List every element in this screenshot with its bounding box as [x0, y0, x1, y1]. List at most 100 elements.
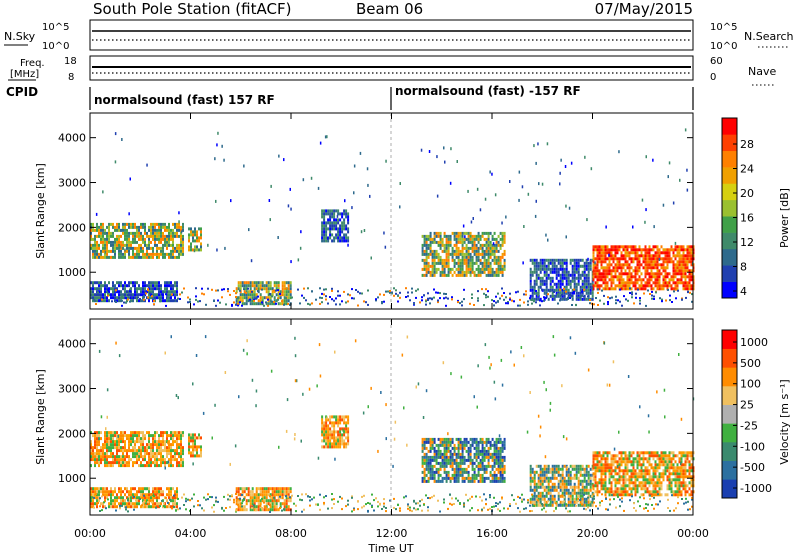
- power-echo-cell: [447, 252, 450, 256]
- power-echo-cell: [126, 284, 128, 288]
- velocity-echo-cell: [98, 452, 100, 456]
- velocity-echo-cell: [501, 473, 504, 477]
- velocity-echo-cell: [170, 458, 172, 462]
- velocity-echo-cell: [146, 493, 148, 497]
- velocity-echo-cell: [537, 491, 540, 495]
- power-echo-cell: [632, 281, 635, 285]
- power-speckle: [250, 259, 253, 263]
- velocity-echo-cell: [481, 473, 484, 477]
- power-scatter-cell: [419, 301, 421, 304]
- power-echo-cell: [439, 261, 442, 265]
- velocity-echo-cell: [194, 442, 196, 446]
- velocity-echo-cell: [188, 433, 190, 437]
- power-echo-cell: [654, 245, 657, 249]
- velocity-echo-cell: [251, 493, 254, 497]
- velocity-echo-cell: [148, 452, 150, 456]
- velocity-echo-cell: [461, 446, 464, 450]
- power-echo-cell: [106, 237, 108, 241]
- power-echo-cell: [166, 252, 168, 256]
- velocity-echo-cell: [489, 446, 492, 450]
- velocity-echo-cell: [287, 505, 290, 509]
- velocity-echo-cell: [541, 479, 544, 483]
- power-echo-cell: [265, 281, 268, 285]
- velocity-echo-cell: [431, 458, 434, 462]
- power-echo-cell: [176, 246, 178, 250]
- power-echo-cell: [569, 261, 572, 265]
- power-echo-cell: [160, 234, 162, 238]
- power-echo-cell: [433, 267, 436, 271]
- power-echo-cell: [575, 276, 578, 280]
- velocity-echo-cell: [589, 485, 592, 489]
- velocity-echo-cell: [239, 487, 242, 491]
- power-echo-cell: [194, 233, 196, 237]
- power-echo-cell: [94, 293, 96, 297]
- power-echo-cell: [285, 290, 288, 294]
- power-echo-cell: [598, 269, 601, 273]
- power-echo-cell: [662, 257, 665, 261]
- power-echo-cell: [120, 228, 122, 232]
- velocity-echo-cell: [104, 490, 106, 494]
- power-scatter-cell: [375, 298, 377, 301]
- power-echo-cell: [126, 243, 128, 247]
- velocity-echo-cell: [463, 467, 466, 471]
- velocity-echo-cell: [323, 436, 326, 440]
- power-echo-cell: [457, 261, 460, 265]
- power-echo-cell: [170, 299, 172, 303]
- velocity-echo-cell: [162, 458, 164, 462]
- power-scatter-cell: [531, 299, 533, 302]
- velocity-echo-cell: [122, 464, 124, 468]
- power-echo-cell: [598, 251, 601, 255]
- velocity-echo-cell: [579, 473, 582, 477]
- power-echo-cell: [493, 237, 496, 241]
- power-echo-cell: [140, 231, 142, 235]
- velocity-echo-cell: [148, 505, 150, 509]
- velocity-echo-cell: [257, 508, 260, 512]
- velocity-echo-cell: [90, 440, 92, 444]
- power-scatter-cell: [445, 293, 447, 295]
- power-echo-cell: [535, 261, 538, 265]
- velocity-echo-cell: [150, 446, 152, 450]
- power-echo-cell: [487, 246, 490, 250]
- power-echo-cell: [571, 291, 574, 295]
- velocity-echo-cell: [152, 455, 154, 459]
- power-scatter-cell: [397, 300, 399, 303]
- velocity-echo-cell: [537, 464, 540, 468]
- power-echo-cell: [156, 246, 158, 250]
- velocity-echo-cell: [323, 445, 326, 449]
- power-echo-cell: [102, 237, 104, 241]
- power-echo-cell: [327, 227, 330, 231]
- power-echo-cell: [126, 290, 128, 294]
- power-echo-cell: [686, 263, 689, 267]
- power-echo-cell: [642, 278, 645, 282]
- power-scatter-cell: [415, 296, 417, 299]
- velocity-echo-cell: [130, 490, 132, 494]
- velocity-echo-cell: [539, 467, 542, 471]
- velocity-echo-cell: [190, 445, 192, 449]
- power-echo-cell: [555, 291, 558, 295]
- velocity-echo-cell: [192, 454, 194, 458]
- power-echo-cell: [94, 240, 96, 244]
- power-echo-cell: [529, 258, 532, 262]
- power-scatter-cell: [415, 289, 417, 292]
- power-echo-cell: [148, 293, 150, 297]
- power-echo-cell: [138, 255, 140, 259]
- velocity-echo-cell: [447, 449, 450, 453]
- power-echo-cell: [168, 252, 170, 256]
- power-scatter-cell: [413, 302, 415, 305]
- power-echo-cell: [108, 281, 110, 285]
- power-echo-cell: [567, 279, 570, 283]
- velocity-echo-cell: [194, 448, 196, 452]
- power-scatter-cell: [331, 298, 333, 301]
- power-echo-cell: [150, 281, 152, 285]
- velocity-echo-cell: [594, 469, 597, 473]
- velocity-echo-cell: [168, 452, 170, 456]
- velocity-echo-cell: [162, 455, 164, 459]
- power-echo-cell: [126, 299, 128, 303]
- velocity-echo-cell: [150, 464, 152, 468]
- velocity-echo-cell: [98, 455, 100, 459]
- power-echo-cell: [341, 239, 344, 243]
- power-echo-cell: [551, 264, 554, 268]
- power-echo-cell: [120, 281, 122, 285]
- velocity-echo-cell: [152, 434, 154, 438]
- power-scatter-cell: [539, 304, 541, 307]
